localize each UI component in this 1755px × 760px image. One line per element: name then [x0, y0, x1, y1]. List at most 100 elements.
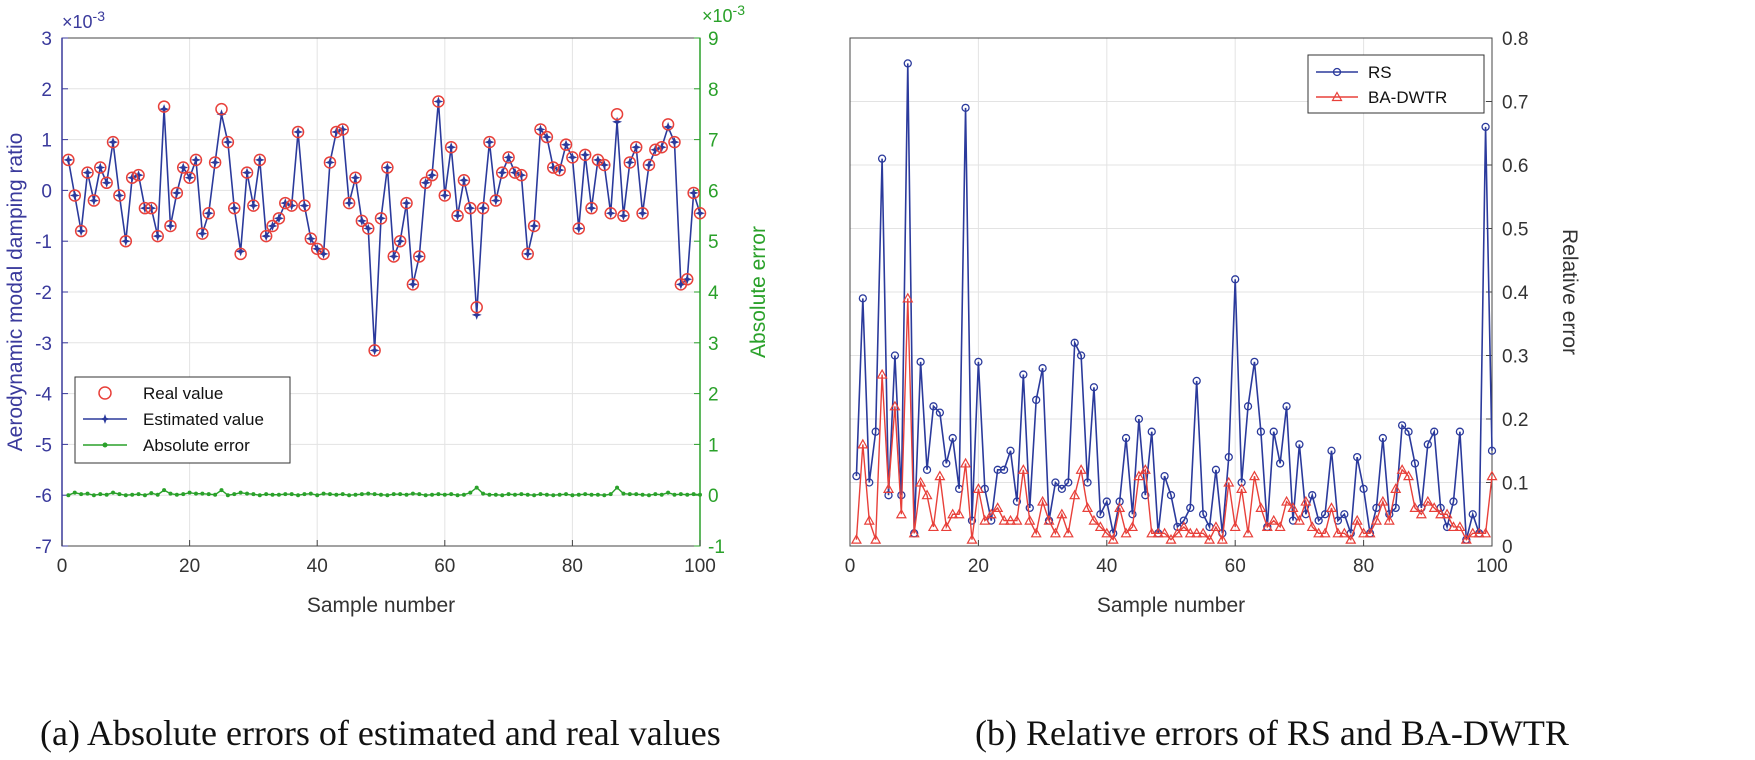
- rs-point: [1481, 122, 1490, 132]
- absolute-error-point: [283, 492, 288, 497]
- estimated-value-point: [458, 175, 469, 186]
- rs-point: [1295, 440, 1304, 449]
- estimated-value-point: [369, 345, 380, 356]
- real-value-point: [387, 250, 401, 263]
- rs-point: [1487, 446, 1497, 455]
- absolute-error-point: [532, 493, 537, 498]
- estimated-value-point: [248, 200, 259, 211]
- ba-dwtr-point: [1454, 521, 1466, 532]
- real-value-point: [642, 158, 656, 172]
- absolute-error-point: [385, 493, 390, 498]
- x-tick-label: 80: [562, 556, 583, 577]
- ba-dwtr-point: [1107, 533, 1119, 544]
- absolute-error-point: [404, 492, 409, 497]
- estimated-value-point: [695, 208, 705, 219]
- y-right-tick-label: 4: [708, 283, 719, 304]
- estimated-value-point: [88, 195, 99, 206]
- rs-point: [1372, 503, 1381, 513]
- real-value-point: [578, 148, 592, 162]
- y-tick-label: 0.8: [1502, 29, 1528, 50]
- real-value-point: [272, 212, 286, 225]
- estimated-value-point: [350, 172, 361, 183]
- absolute-error-point: [646, 493, 651, 498]
- x-tick-label: 80: [1353, 556, 1374, 577]
- estimated-value-point: [325, 157, 335, 168]
- rs-point: [1224, 452, 1233, 462]
- x-axis-label: Sample number: [1097, 594, 1245, 617]
- rs-point: [1038, 364, 1047, 373]
- y-left-axis-label: Aerodynamic modal damping ratio: [4, 133, 27, 452]
- ba-dwtr-point: [1409, 502, 1421, 512]
- real-value-point: [559, 138, 573, 151]
- real-value-point: [572, 222, 586, 235]
- estimated-value-point: [433, 96, 444, 107]
- real-value-point: [540, 130, 554, 144]
- ba-dwtr-point: [1024, 514, 1036, 525]
- absolute-error-point: [564, 492, 569, 497]
- ba-dwtr-point: [1094, 521, 1106, 532]
- estimated-value-point: [427, 170, 437, 181]
- real-value-point: [438, 189, 452, 202]
- ba-dwtr-point: [1351, 514, 1363, 525]
- absolute-error-point: [79, 492, 84, 497]
- real-value-point: [374, 212, 388, 225]
- ba-dwtr-point: [1049, 527, 1061, 538]
- estimated-value-point: [567, 152, 578, 163]
- ba-dwtr-point: [1210, 521, 1222, 532]
- estimated-value-point: [286, 200, 297, 211]
- real-value-point: [189, 153, 203, 167]
- real-value-point: [100, 176, 113, 190]
- estimated-value-point: [267, 221, 278, 231]
- ba-dwtr-point: [1011, 514, 1023, 525]
- rs-point: [1006, 446, 1015, 455]
- absolute-error-point: [366, 491, 371, 496]
- absolute-error-point: [206, 492, 211, 497]
- real-value-point: [81, 166, 94, 179]
- estimated-value-point: [318, 248, 329, 259]
- absolute-error-point: [442, 492, 447, 497]
- absolute-error-point: [506, 492, 511, 497]
- x-tick-label: 60: [434, 556, 455, 577]
- rs-point: [967, 516, 977, 525]
- real-value-point: [470, 300, 483, 314]
- real-value-point: [617, 209, 630, 223]
- ba-dwtr-point: [1165, 533, 1177, 544]
- estimated-value-point: [299, 200, 310, 211]
- estimated-value-point: [203, 208, 214, 219]
- ba-dwtr-point: [902, 292, 914, 303]
- real-value-point: [432, 95, 445, 108]
- rs-point: [1025, 503, 1034, 513]
- estimated-value-point: [114, 190, 125, 201]
- absolute-error-point: [653, 492, 658, 497]
- rs-point: [1096, 510, 1105, 519]
- estimated-value-point: [165, 221, 176, 231]
- ba-dwtr-point: [1473, 527, 1485, 538]
- absolute-error-point: [315, 493, 320, 498]
- absolute-error-point: [130, 492, 135, 497]
- y-tick-label: 0.1: [1502, 474, 1528, 495]
- rs-point: [1353, 452, 1362, 462]
- estimated-value-point: [127, 172, 138, 183]
- ba-dwtr-point: [972, 483, 984, 493]
- estimated-value-point: [280, 198, 291, 209]
- absolute-error-point: [289, 492, 294, 497]
- estimated-value-point: [631, 142, 642, 153]
- ba-dwtr-point: [1242, 527, 1254, 538]
- legend-marker-real: [98, 386, 112, 400]
- absolute-error-point: [232, 492, 237, 497]
- real-value-point: [629, 140, 643, 154]
- absolute-error-point: [621, 491, 626, 496]
- rs-point: [1051, 478, 1060, 487]
- absolute-error-point: [602, 493, 607, 498]
- ba-dwtr-point: [1216, 533, 1228, 544]
- x-tick-label: 100: [684, 556, 716, 577]
- absolute-error-point: [430, 492, 435, 497]
- y-right-tick-label: 8: [708, 80, 719, 101]
- real-value-point: [495, 166, 509, 179]
- real-value-point: [502, 151, 515, 164]
- estimated-value-point: [69, 190, 80, 201]
- real-value-point: [687, 186, 700, 200]
- rs-point: [1089, 383, 1099, 392]
- real-value-point: [228, 201, 241, 215]
- estimated-value-point: [120, 236, 131, 247]
